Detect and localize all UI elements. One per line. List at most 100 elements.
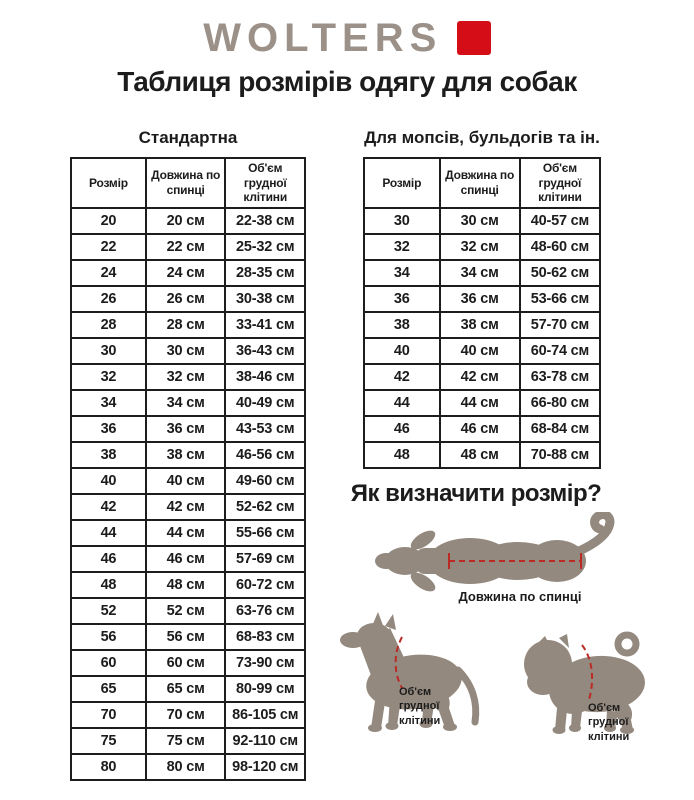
chest-measure-line <box>394 636 403 689</box>
size-cell: 22 см <box>144 232 227 261</box>
size-cell: 52-62 см <box>224 492 306 521</box>
guide-title: Як визначити розмір? <box>350 480 602 507</box>
size-cell: 36 см <box>144 414 227 443</box>
size-row: 38 38 см 57-70 см <box>363 310 602 339</box>
size-cell: 57-70 см <box>518 310 602 339</box>
chest-measure-line <box>581 644 594 701</box>
standard-table-title: Стандартна <box>138 128 238 147</box>
standard-size-table: Розмір Довжина по спинці Об'єм грудної клі… <box>70 157 306 781</box>
size-cell: 38-46 см <box>224 362 306 391</box>
size-cell: 63-76 см <box>224 596 306 625</box>
size-cell: 48 см <box>144 570 227 599</box>
size-cell: 50-62 см <box>518 258 602 287</box>
size-cell: 34 см <box>438 258 521 287</box>
size-row: 20 20 см 22-38 см <box>70 206 306 235</box>
size-cell: 28 см <box>144 310 227 339</box>
column-header: Довжина по спинці <box>144 157 227 209</box>
size-row: 60 60 см 73-90 см <box>70 648 306 677</box>
size-cell: 36 <box>363 284 441 313</box>
brand-red-square-icon <box>456 21 491 55</box>
size-cell: 46 см <box>438 414 521 443</box>
size-cell: 44 см <box>144 518 227 547</box>
size-row: 40 40 см 49-60 см <box>70 466 306 495</box>
size-cell: 40 см <box>144 466 227 495</box>
size-cell: 70 <box>70 700 147 729</box>
size-cell: 65 см <box>144 674 227 703</box>
size-cell: 68-83 см <box>224 622 306 651</box>
size-row: 80 80 см 98-120 см <box>70 752 306 781</box>
size-row: 52 52 см 63-76 см <box>70 596 306 625</box>
column-header: Розмір <box>70 157 147 209</box>
size-cell: 56 <box>70 622 147 651</box>
size-cell: 80-99 см <box>224 674 306 703</box>
size-row: 36 36 см 43-53 см <box>70 414 306 443</box>
size-cell: 32 <box>363 232 441 261</box>
page-title: Таблиця розмірів одягу для собак <box>117 66 577 97</box>
standard-size-table-section: Стандартна Розмір Довжина по спинці Об'єм … <box>70 128 306 781</box>
size-cell: 80 см <box>144 752 227 781</box>
size-cell: 68-84 см <box>518 414 602 443</box>
size-row: 30 30 см 40-57 см <box>363 206 602 235</box>
size-cell: 46 см <box>144 544 227 573</box>
size-row: 70 70 см 86-105 см <box>70 700 306 729</box>
size-cell: 32 см <box>438 232 521 261</box>
size-cell: 28-35 см <box>224 258 306 287</box>
size-row: 42 42 см 52-62 см <box>70 492 306 521</box>
size-cell: 32 см <box>144 362 227 391</box>
size-cell: 70-88 см <box>518 440 602 469</box>
size-cell: 92-110 см <box>224 726 306 755</box>
pugs-table-title: Для мопсів, бульдогів та ін. <box>364 128 600 147</box>
size-row: 38 38 см 46-56 см <box>70 440 306 469</box>
column-header: Об'єм грудної клітини <box>224 157 306 209</box>
size-cell: 20 <box>70 206 147 235</box>
size-cell: 44 <box>70 518 147 547</box>
size-cell: 24 <box>70 258 147 287</box>
size-cell: 30-38 см <box>224 284 306 313</box>
size-row: 32 32 см 38-46 см <box>70 362 306 391</box>
size-row: 44 44 см 66-80 см <box>363 388 602 417</box>
size-cell: 30 <box>363 206 441 235</box>
size-cell: 52 см <box>144 596 227 625</box>
brand-name: WOLTERS <box>203 16 443 60</box>
size-cell: 30 <box>70 336 147 365</box>
size-row: 48 48 см 60-72 см <box>70 570 306 599</box>
size-cell: 36 <box>70 414 147 443</box>
size-cell: 55-66 см <box>224 518 306 547</box>
size-cell: 40-57 см <box>518 206 602 235</box>
header-row: Розмір Довжина по спинці Об'єм грудної клі… <box>70 157 306 209</box>
size-cell: 38 <box>363 310 441 339</box>
size-cell: 75 см <box>144 726 227 755</box>
size-cell: 40 <box>70 466 147 495</box>
size-row: 75 75 см 92-110 см <box>70 726 306 755</box>
pugs-size-table-section: Для мопсів, бульдогів та ін. Розмір Довжи… <box>363 128 602 469</box>
size-cell: 42 <box>70 492 147 521</box>
size-cell: 46 <box>363 414 441 443</box>
size-cell: 33-41 см <box>224 310 306 339</box>
size-row: 28 28 см 33-41 см <box>70 310 306 339</box>
size-cell: 28 <box>70 310 147 339</box>
size-row: 44 44 см 55-66 см <box>70 518 306 547</box>
size-row: 34 34 см 50-62 см <box>363 258 602 287</box>
size-row: 30 30 см 36-43 см <box>70 336 306 365</box>
size-cell: 80 <box>70 752 147 781</box>
size-cell: 38 см <box>144 440 227 469</box>
size-cell: 48-60 см <box>518 232 602 261</box>
size-cell: 43-53 см <box>224 414 306 443</box>
size-cell: 44 <box>363 388 441 417</box>
size-cell: 40-49 см <box>224 388 306 417</box>
pugs-table-body: 30 30 см 40-57 см 32 32 см 48-60 см 34 34 см 50-… <box>363 206 602 469</box>
size-cell: 40 <box>363 336 441 365</box>
size-row: 65 65 см 80-99 см <box>70 674 306 703</box>
size-row: 26 26 см 30-38 см <box>70 284 306 313</box>
size-cell: 56 см <box>144 622 227 651</box>
size-cell: 53-66 см <box>518 284 602 313</box>
standard-table-body: 20 20 см 22-38 см 22 22 см 25-32 см 24 24 см 28-… <box>70 206 306 781</box>
size-row: 48 48 см 70-88 см <box>363 440 602 469</box>
size-row: 32 32 см 48-60 см <box>363 232 602 261</box>
size-cell: 70 см <box>144 700 227 729</box>
column-header: Розмір <box>363 157 441 209</box>
size-cell: 30 см <box>144 336 227 365</box>
size-row: 40 40 см 60-74 см <box>363 336 602 365</box>
size-cell: 24 см <box>144 258 227 287</box>
size-cell: 34 см <box>144 388 227 417</box>
